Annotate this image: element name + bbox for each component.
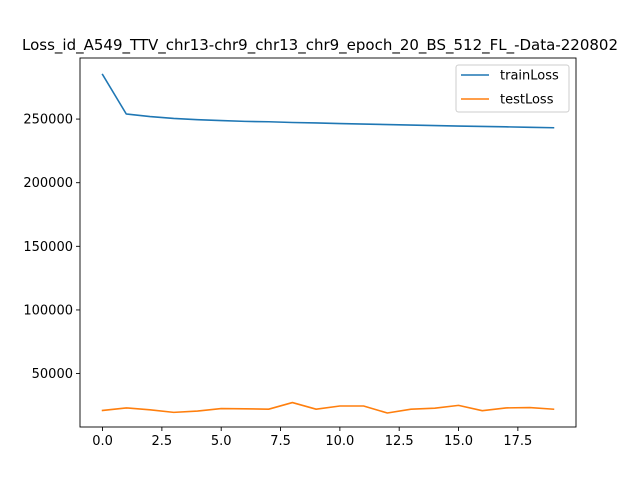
chart-title: Loss_id_A549_TTV_chr13-chr9_chr13_chr9_e… bbox=[22, 36, 618, 55]
legend-label-trainLoss: trainLoss bbox=[500, 69, 559, 84]
series-line-testLoss bbox=[101, 401, 555, 414]
x-tick-label: 7.5 bbox=[270, 434, 291, 449]
x-tick-label: 17.5 bbox=[503, 434, 532, 449]
legend-label-testLoss: testLoss bbox=[500, 93, 554, 108]
x-tick-label: 12.5 bbox=[385, 434, 414, 449]
plot-area: 0.0 2.5 5.0 7.5 10.0 12.5 15.0 17.5 50000 100000 1… bbox=[23, 57, 577, 449]
legend-box bbox=[455, 64, 570, 113]
legend: trainLoss testLoss bbox=[455, 64, 570, 113]
x-tick-label: 15.0 bbox=[444, 434, 473, 449]
series-line-trainLoss bbox=[101, 73, 555, 129]
x-tick-label: 2.5 bbox=[152, 434, 173, 449]
y-tick-label: 50000 bbox=[32, 367, 73, 382]
x-tick-label: 5.0 bbox=[211, 434, 232, 449]
axes-frame bbox=[79, 57, 577, 428]
x-tick-label: 10.0 bbox=[325, 434, 354, 449]
x-tick-label: 0.0 bbox=[92, 434, 113, 449]
y-tick-label: 150000 bbox=[23, 240, 73, 255]
y-tick-label: 250000 bbox=[23, 113, 73, 128]
y-tick-label: 200000 bbox=[23, 176, 73, 191]
y-tick-label: 100000 bbox=[23, 303, 73, 318]
